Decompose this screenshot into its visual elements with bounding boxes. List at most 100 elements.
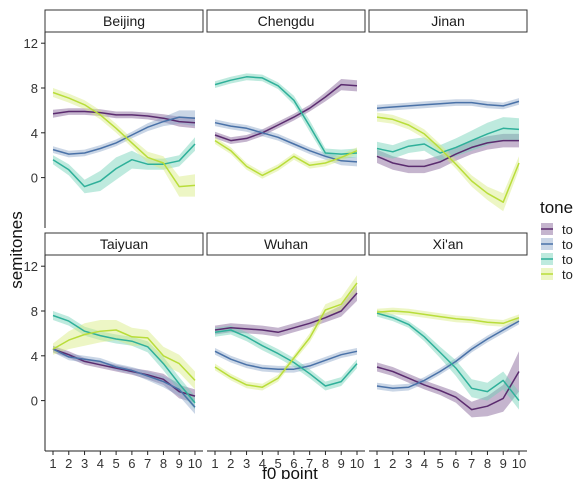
series-ribbon xyxy=(377,351,519,418)
x-tick-label: 1 xyxy=(211,456,218,471)
x-tick-label: 6 xyxy=(452,456,459,471)
series-line xyxy=(52,348,196,408)
x-tick-label: 4 xyxy=(421,456,428,471)
x-tick-label: 2 xyxy=(65,456,72,471)
x-tick-label: 9 xyxy=(176,456,183,471)
series-line xyxy=(214,292,358,334)
x-tick-label: 1 xyxy=(49,456,56,471)
panel-strip xyxy=(368,232,528,256)
series-line xyxy=(214,329,358,387)
series-ribbon xyxy=(377,98,519,112)
y-tick-label: 4 xyxy=(31,349,38,364)
panel-wuhan: Wuhan 1 2 3 4 5 6 7 8 9 10 xyxy=(206,232,366,471)
x-tick-label: 10 xyxy=(188,456,202,471)
y-tick-label: 4 xyxy=(31,126,38,141)
legend-label: to xyxy=(562,252,573,267)
series-line xyxy=(214,121,358,163)
series-line xyxy=(376,320,520,390)
series-ribbon xyxy=(53,110,195,158)
panel-title: Taiyuan xyxy=(100,236,148,252)
series-line xyxy=(214,282,358,388)
series-line xyxy=(376,139,519,168)
series-line xyxy=(52,329,196,381)
x-tick-label: 3 xyxy=(81,456,88,471)
series-line xyxy=(52,91,196,188)
x-tick-label: 4 xyxy=(259,456,266,471)
panel-strip xyxy=(44,232,204,256)
panel-strip xyxy=(206,232,366,256)
series-ribbon xyxy=(53,108,195,129)
series-line xyxy=(52,314,196,404)
y-tick-label: 8 xyxy=(31,81,38,96)
series-ribbon xyxy=(377,112,519,212)
x-tick-label: 8 xyxy=(160,456,167,471)
series-line xyxy=(214,139,358,177)
x-tick-label: 5 xyxy=(274,456,281,471)
series-line xyxy=(376,116,520,203)
series-ribbon xyxy=(377,117,519,161)
panel-xian: Xi'an 1 2 3 4 5 6 7 8 9 10 xyxy=(368,232,528,471)
x-tick-label: 7 xyxy=(144,456,151,471)
series-ribbon xyxy=(215,79,357,144)
panel-title: Beijing xyxy=(103,13,145,29)
x-tick-label: 10 xyxy=(350,456,364,471)
x-tick-label: 10 xyxy=(512,456,526,471)
y-tick-label: 8 xyxy=(31,304,38,319)
x-tick-label: 7 xyxy=(468,456,475,471)
x-axis-label: f0 point xyxy=(262,464,318,479)
series-line xyxy=(376,312,520,402)
x-tick-label: 9 xyxy=(338,456,345,471)
series-line xyxy=(376,100,520,109)
series-ribbon xyxy=(215,285,357,337)
panel-beijing: Beijing 0 4 8 12 xyxy=(24,9,204,228)
x-tick-label: 3 xyxy=(405,456,412,471)
series-line xyxy=(214,83,358,142)
panel-title: Xi'an xyxy=(433,236,464,252)
series-ribbon xyxy=(53,311,195,410)
series-ribbon xyxy=(53,320,195,390)
series-ribbon xyxy=(215,73,357,159)
legend-title: tone xyxy=(540,198,573,217)
x-tick-label: 4 xyxy=(97,456,104,471)
panel-strip xyxy=(44,9,204,33)
series-line xyxy=(214,76,358,155)
legend-label: to xyxy=(562,267,573,282)
x-tick-label: 9 xyxy=(500,456,507,471)
x-tick-label: 2 xyxy=(389,456,396,471)
y-tick-label: 0 xyxy=(31,171,38,186)
x-tick-label: 8 xyxy=(484,456,491,471)
series-line xyxy=(376,127,520,154)
y-tick-label: 12 xyxy=(24,36,38,51)
series-ribbon xyxy=(53,137,195,194)
panel-title: Wuhan xyxy=(264,236,308,252)
series-line xyxy=(376,366,520,411)
panel-chengdu: Chengdu xyxy=(206,9,366,179)
x-tick-label: 5 xyxy=(436,456,443,471)
x-tick-label: 1 xyxy=(373,456,380,471)
y-tick-label: 0 xyxy=(31,394,38,409)
x-tick-label: 8 xyxy=(322,456,329,471)
x-tick-label: 6 xyxy=(128,456,135,471)
y-tick-label: 12 xyxy=(24,259,38,274)
panel-title: Jinan xyxy=(431,13,464,29)
series-line xyxy=(376,310,520,325)
panel-jinan: Jinan xyxy=(368,9,528,212)
x-tick-label: 6 xyxy=(290,456,297,471)
legend-label: to xyxy=(562,237,573,252)
x-tick-label: 2 xyxy=(227,456,234,471)
series-ribbon xyxy=(215,348,357,373)
panel-strip xyxy=(206,9,366,33)
y-axis-label: semitones xyxy=(7,211,26,288)
series-line xyxy=(52,143,196,188)
x-tick-label: 5 xyxy=(112,456,119,471)
legend-label: to xyxy=(562,222,573,237)
x-tick-label: 3 xyxy=(243,456,250,471)
panel-title: Chengdu xyxy=(258,13,315,29)
x-tick-label: 7 xyxy=(306,456,313,471)
series-line xyxy=(52,116,196,155)
